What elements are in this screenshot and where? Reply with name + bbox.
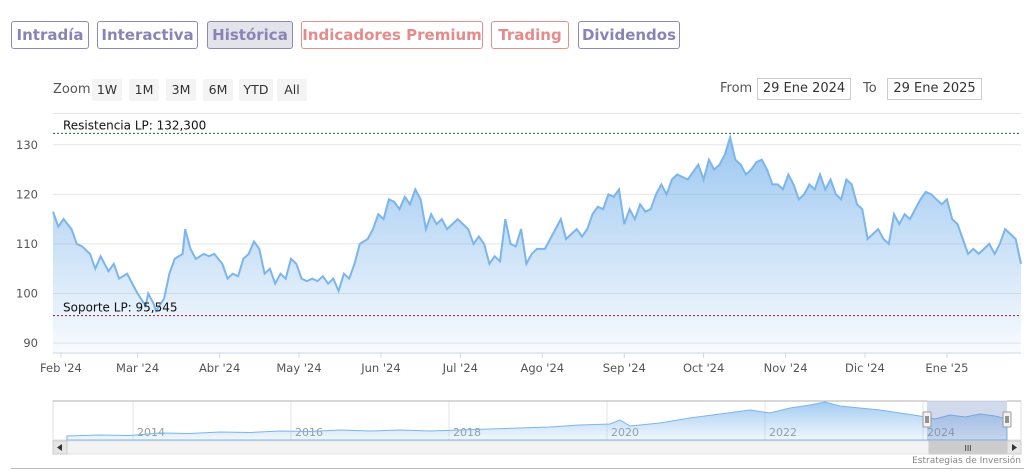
y-tick-label: 100 — [16, 287, 38, 301]
credit-text: Estrategias de Inversión — [912, 456, 1021, 466]
zoom-button-ytd[interactable]: YTD — [239, 79, 273, 101]
support-resistance-lines: Resistencia LP: 132,300 Soporte LP: 95,54… — [53, 118, 1021, 317]
x-tick-label: Ene '25 — [925, 361, 968, 375]
y-axis-labels: 90 100 110 120 130 — [16, 138, 38, 350]
tab-trading[interactable]: Trading — [491, 21, 569, 49]
footer-divider — [11, 468, 1024, 469]
x-tick-label: Ago '24 — [520, 361, 564, 375]
navigator[interactable]: 201420162018202020222024 — [52, 400, 1022, 441]
price-line — [52, 133, 1022, 314]
y-tick-label: 90 — [23, 336, 38, 350]
zoom-button-1w[interactable]: 1W — [92, 79, 122, 101]
tab-hist-rica[interactable]: Histórica — [207, 21, 293, 49]
x-tick-label: Nov '24 — [764, 361, 808, 375]
tab-intrad-a[interactable]: Intradía — [11, 21, 89, 49]
tab-interactiva[interactable]: Interactiva — [97, 21, 198, 49]
x-tick-label: Jun '24 — [360, 361, 400, 375]
scrollbar-grip: III — [964, 444, 971, 453]
from-date-input[interactable]: 29 Ene 2024 — [757, 78, 851, 100]
from-label: From — [720, 81, 753, 96]
navigator-area — [66, 401, 1008, 441]
navigator-selection[interactable] — [927, 401, 1007, 440]
zoom-button-3m[interactable]: 3M — [166, 79, 196, 101]
x-tick-label: Abr '24 — [199, 361, 240, 375]
tab-indicadores-premium[interactable]: Indicadores Premium — [301, 21, 483, 49]
x-tick-label: Oct '24 — [683, 361, 724, 375]
x-axis-labels: Feb '24 Mar '24 Abr '24 May '24 Jun '24 Jul '… — [40, 353, 968, 375]
scrollbar[interactable]: III — [52, 440, 1022, 455]
zoom-label: Zoom — [53, 82, 91, 97]
y-tick-label: 130 — [16, 138, 38, 152]
tab-dividendos[interactable]: Dividendos — [578, 21, 680, 49]
range-divider — [53, 113, 1021, 114]
navigator-handle-left[interactable] — [922, 411, 932, 428]
to-date-input[interactable]: 29 Ene 2025 — [887, 78, 982, 100]
arrow-left-icon — [57, 444, 62, 451]
to-label: To — [863, 81, 877, 96]
zoom-button-all[interactable]: All — [277, 79, 307, 101]
support-label: Soporte LP: 95,545 — [63, 301, 178, 315]
x-tick-label: Feb '24 — [40, 361, 82, 375]
y-tick-label: 110 — [16, 237, 38, 251]
x-tick-label: Jul '24 — [442, 361, 478, 375]
navigator-handle-right[interactable] — [1002, 411, 1012, 428]
x-tick-label: May '24 — [276, 361, 321, 375]
x-tick-label: Mar '24 — [116, 361, 159, 375]
zoom-button-1m[interactable]: 1M — [129, 79, 159, 101]
x-tick-label: Sep '24 — [603, 361, 646, 375]
resistance-label: Resistencia LP: 132,300 — [63, 118, 206, 132]
arrow-right-icon — [1012, 444, 1017, 451]
price-area — [53, 137, 1021, 353]
y-tick-label: 120 — [16, 187, 38, 201]
zoom-button-6m[interactable]: 6M — [203, 79, 233, 101]
x-tick-label: Dic '24 — [845, 361, 885, 375]
